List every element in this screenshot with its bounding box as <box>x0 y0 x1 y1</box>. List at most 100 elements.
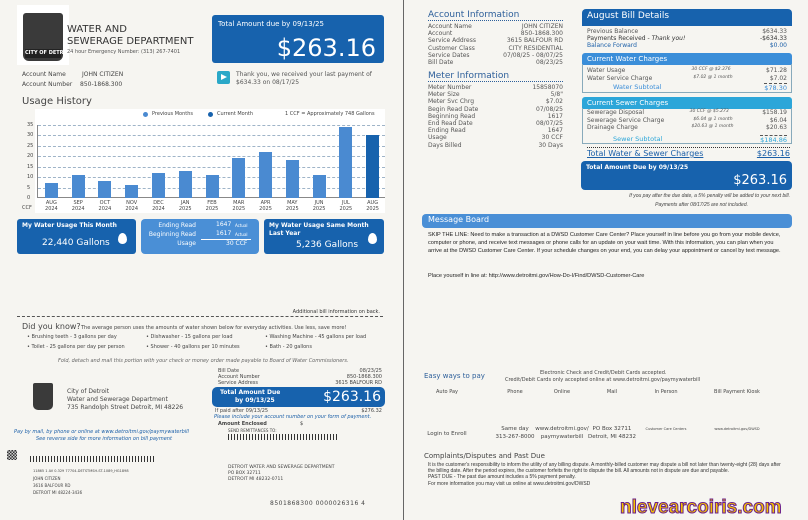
info-value: 5/8" <box>550 91 563 99</box>
tip-text: Bath - 20 gallons <box>269 344 312 350</box>
charge-amount: $71.28 <box>766 67 787 74</box>
stub-include-note: Please include your account number on yo… <box>214 414 372 420</box>
charge-amount: $158.19 <box>762 109 787 116</box>
pay-method-detail[interactable]: www.detroitmi.gov/DWSD <box>714 427 760 431</box>
value: -$634.33 <box>760 35 787 42</box>
info-value: JOHN CITIZEN <box>521 23 563 30</box>
pay-method-detail[interactable]: PO Box 32711 Detroit, MI 48232 <box>587 426 637 440</box>
sewer-subtotal-row: Sewer Subtotal $184.86 <box>595 135 787 144</box>
account-number: 850-1868.300 <box>80 81 123 88</box>
account-number-label: Account Number <box>22 81 73 88</box>
label: Balance Forward <box>587 42 637 49</box>
complaints-text: It is the customer's responsibility to i… <box>428 462 788 487</box>
pay-method-label: Bill Payment Kiosk <box>714 389 760 395</box>
usage-history-title: Usage History <box>22 96 92 107</box>
water-drop-icon <box>368 233 377 244</box>
more-info-text: For more information you may visit us on… <box>428 480 591 487</box>
bar-sep-2024 <box>71 175 85 198</box>
x-tick-label: AUG 2024 <box>45 200 58 212</box>
tip-item: • Bath - 20 gallons <box>265 344 312 350</box>
stub-dept: Water and Sewerage Department <box>67 396 168 403</box>
stub-due-amount: $263.16 <box>323 389 381 405</box>
usage-this-month-box: My Water Usage This Month 22,440 Gallons <box>17 219 136 254</box>
info-label: Bill Date <box>428 59 454 66</box>
stub-after-amount: $276.32 <box>361 408 382 414</box>
legend-previous: Previous Months <box>152 111 193 117</box>
total-charges-row: Total Water & Sewer Charges $263.16 <box>587 149 790 158</box>
pay-method-detail[interactable]: Same day 313-267-8000 <box>495 426 535 440</box>
value: $263.16 <box>756 149 790 158</box>
info-row: Beginning Read 1617 <box>428 113 563 120</box>
info-value: 15858070 <box>532 84 563 91</box>
tip-text: Shower - 40 gallons per 10 minutes <box>150 344 240 350</box>
y-tick-label: 20 <box>27 153 34 160</box>
amount-enclosed-input[interactable]: $ <box>300 421 304 427</box>
y-tick-label: 5 <box>27 184 31 191</box>
pay-method-label: Online <box>553 389 571 395</box>
remit-addr1: PO BOX 32711 <box>228 471 261 476</box>
info-label: Ending Read <box>428 127 466 135</box>
y-tick-label: 35 <box>27 122 34 128</box>
account-name: JOHN CITIZEN <box>82 71 124 78</box>
info-label: Meter Number <box>428 84 472 91</box>
qr-code <box>7 450 17 460</box>
remit-label: SEND REMITTANCES TO: <box>228 428 277 433</box>
customer-barcode <box>30 456 155 462</box>
info-value: 30 Days <box>538 141 563 149</box>
water-subtotal-row: Water Subtotal $78.30 <box>595 83 787 92</box>
charge-label: Water Usage <box>587 67 626 74</box>
complaints-title: Complaints/Disputes and Past Due <box>424 452 545 460</box>
x-tick-label: FEB 2025 <box>205 200 219 212</box>
meter-read-box: Ending Read 1647 Actual Beginning Read 1… <box>141 219 259 254</box>
charge-row: Sewerage Service Charge $6.04 @ 1 month $6… <box>587 117 787 124</box>
y-tick-label: 15 <box>27 163 34 170</box>
mail-code: 11865 1 AV 0.329 77704-DETSTMSH-ST-1089_… <box>33 469 129 473</box>
info-label: Service Dates <box>428 51 470 59</box>
info-label: Days Billed <box>428 141 462 149</box>
message-board-header: Message Board <box>422 214 792 228</box>
bar-jan-2025 <box>178 170 192 198</box>
pay-method-detail[interactable]: www.detroitmi.gov/ paymywaterbill <box>535 426 589 440</box>
pay-method-detail[interactable]: Login to Enroll <box>427 431 467 437</box>
play-icon[interactable] <box>217 71 230 84</box>
x-tick-label: SEP 2024 <box>71 200 85 212</box>
read-divider <box>201 239 251 240</box>
gridline <box>38 156 385 158</box>
message-board-text: SKIP THE LINE: Need to make a transactio… <box>428 232 781 254</box>
label: Total Water & Sewer Charges <box>587 149 704 158</box>
stub-service: 3615 BALFOUR RD <box>335 380 382 386</box>
ending-read-value: 1647 <box>216 221 232 228</box>
total-due-box: Total Amount due by 09/13/25 $263.16 <box>212 15 384 63</box>
info-label: Account Name <box>428 23 472 30</box>
usage-value: 30 CCF <box>226 240 248 247</box>
complaints-body: It is the customer's responsibility to i… <box>428 462 781 475</box>
usage-last-year-title: My Water Usage Same Month Last Year <box>269 222 369 237</box>
remit-addr2: DETROIT MI 48232-0711 <box>228 477 284 482</box>
usage-this-month-value: 22,440 Gallons <box>42 238 110 248</box>
bill-details-title: August Bill Details <box>587 11 670 21</box>
info-value: 3615 BALFOUR RD <box>506 37 563 45</box>
payment-thanks: Thank you, we received your last payment… <box>236 71 372 86</box>
stub-due-title1: Total Amount Due <box>220 389 281 396</box>
water-charges-body <box>582 64 792 93</box>
stub-account: 850-1868.300 <box>346 374 382 380</box>
pay-note-cards: Credit/Debit Cards only accepted online … <box>505 377 701 383</box>
stub-account-label: Account Number <box>218 374 260 380</box>
info-row: End Read Date 08/07/25 <box>428 120 563 127</box>
x-tick-label: JUL 2025 <box>339 200 353 212</box>
stub-bill-date-label: Bill Date <box>218 368 240 374</box>
tip-item: • Washing Machine - 45 gallons per load <box>265 334 367 340</box>
value: $0.00 <box>769 42 787 49</box>
info-row: Usage 30 CCF <box>428 134 563 141</box>
info-row: Service Dates 07/08/25 - 08/07/25 <box>428 52 563 59</box>
stub-due-title2: by 09/13/25 <box>235 397 275 404</box>
beginning-read-value: 1617 <box>216 230 232 237</box>
pay-method-label: In Person <box>654 389 678 395</box>
charge-rate: 30 CCF @ $2.376 <box>691 67 731 72</box>
pay-method-detail[interactable]: Customer Care Centers <box>645 427 687 431</box>
bar-jul-2025 <box>339 127 353 198</box>
tip-text: Brushing teeth - 3 gallons per day <box>31 334 117 340</box>
did-you-know-intro: The average person uses the amounts of w… <box>81 325 347 331</box>
message-board-link[interactable]: Place yourself in line at: http://www.de… <box>428 273 645 279</box>
sewer-charges-header: Current Sewer Charges <box>582 97 792 109</box>
